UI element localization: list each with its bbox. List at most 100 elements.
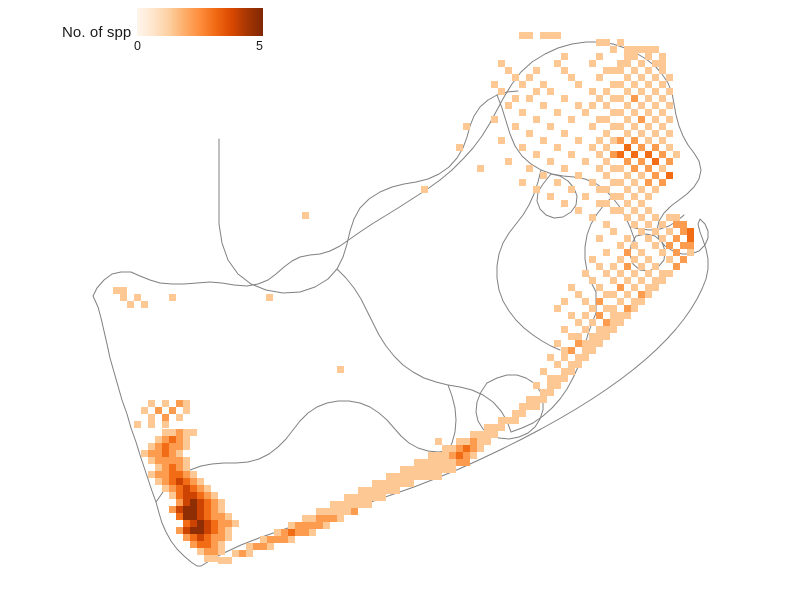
grid-cell (211, 555, 218, 562)
grid-cell (400, 466, 407, 473)
grid-cell (603, 249, 610, 256)
grid-cell (624, 60, 631, 67)
grid-cell (176, 464, 183, 471)
grid-cell (232, 550, 239, 557)
grid-cell (218, 548, 225, 555)
province-border-6 (336, 268, 512, 433)
grid-cell (589, 333, 596, 340)
grid-cell (624, 305, 631, 312)
grid-cell (197, 499, 204, 506)
grid-cell (526, 130, 533, 137)
grid-cell (659, 60, 666, 67)
grid-cell (204, 527, 211, 534)
grid-cell (673, 249, 680, 256)
grid-cell (631, 270, 638, 277)
grid-cell (547, 382, 554, 389)
grid-cell (624, 249, 631, 256)
grid-cell (659, 270, 666, 277)
grid-cell (610, 179, 617, 186)
legend-tick-min: 0 (134, 39, 141, 53)
grid-cell (470, 452, 477, 459)
grid-cell (568, 333, 575, 340)
grid-cell (596, 151, 603, 158)
legend-colorbar (137, 8, 263, 36)
province-border-1 (218, 90, 519, 294)
grid-cell (610, 46, 617, 53)
grid-cell (442, 445, 449, 452)
grid-cell (169, 457, 176, 464)
grid-cell (162, 443, 169, 450)
grid-cell (505, 67, 512, 74)
grid-cell (589, 319, 596, 326)
grid-cell (610, 165, 617, 172)
grid-cell (190, 499, 197, 506)
grid-cell (526, 32, 533, 39)
grid-cell (204, 499, 211, 506)
grid-cell (568, 361, 575, 368)
grid-cell (155, 464, 162, 471)
grid-cell (176, 506, 183, 513)
grid-cell (337, 366, 344, 373)
grid-cell (365, 494, 372, 501)
grid-cell (330, 501, 337, 508)
grid-cell (582, 193, 589, 200)
grid-cell (162, 450, 169, 457)
grid-cell (386, 487, 393, 494)
grid-cell (617, 81, 624, 88)
grid-cell (358, 501, 365, 508)
grid-cell (183, 492, 190, 499)
grid-cell (533, 88, 540, 95)
grid-cell (442, 459, 449, 466)
grid-cell (645, 221, 652, 228)
grid-cell (533, 382, 540, 389)
grid-cell (183, 464, 190, 471)
grid-cell (176, 485, 183, 492)
province-border-4 (584, 196, 613, 293)
grid-cell (575, 102, 582, 109)
grid-cell (617, 270, 624, 277)
grid-cell (337, 508, 344, 515)
grid-cell (631, 67, 638, 74)
grid-cell (225, 520, 232, 527)
grid-cell (617, 137, 624, 144)
grid-cell (610, 81, 617, 88)
grid-cell (533, 67, 540, 74)
grid-cell (582, 354, 589, 361)
grid-cell (554, 32, 561, 39)
grid-cell (596, 312, 603, 319)
grid-cell (190, 527, 197, 534)
grid-cell (176, 513, 183, 520)
grid-cell (435, 438, 442, 445)
grid-cell (134, 421, 141, 428)
grid-cell (211, 541, 218, 548)
grid-cell (624, 130, 631, 137)
grid-cell (666, 116, 673, 123)
grid-cell (169, 436, 176, 443)
grid-cell (645, 256, 652, 263)
grid-cell (554, 60, 561, 67)
province-border-7 (510, 291, 597, 433)
grid-cell (617, 123, 624, 130)
grid-cell (281, 536, 288, 543)
grid-cell (652, 46, 659, 53)
grid-cell (169, 506, 176, 513)
grid-cell (183, 485, 190, 492)
grid-cell (162, 421, 169, 428)
grid-cell (176, 457, 183, 464)
grid-cell (631, 179, 638, 186)
grid-cell (582, 326, 589, 333)
grid-cell (589, 277, 596, 284)
grid-cell (197, 527, 204, 534)
grid-cell (610, 95, 617, 102)
grid-cell (197, 492, 204, 499)
grid-cell (533, 116, 540, 123)
grid-cell (540, 396, 547, 403)
grid-cell (631, 284, 638, 291)
grid-cell (617, 284, 624, 291)
grid-cell (610, 312, 617, 319)
grid-cell (603, 67, 610, 74)
grid-cell (456, 459, 463, 466)
grid-cell (190, 492, 197, 499)
grid-cell (344, 508, 351, 515)
grid-cell (568, 74, 575, 81)
